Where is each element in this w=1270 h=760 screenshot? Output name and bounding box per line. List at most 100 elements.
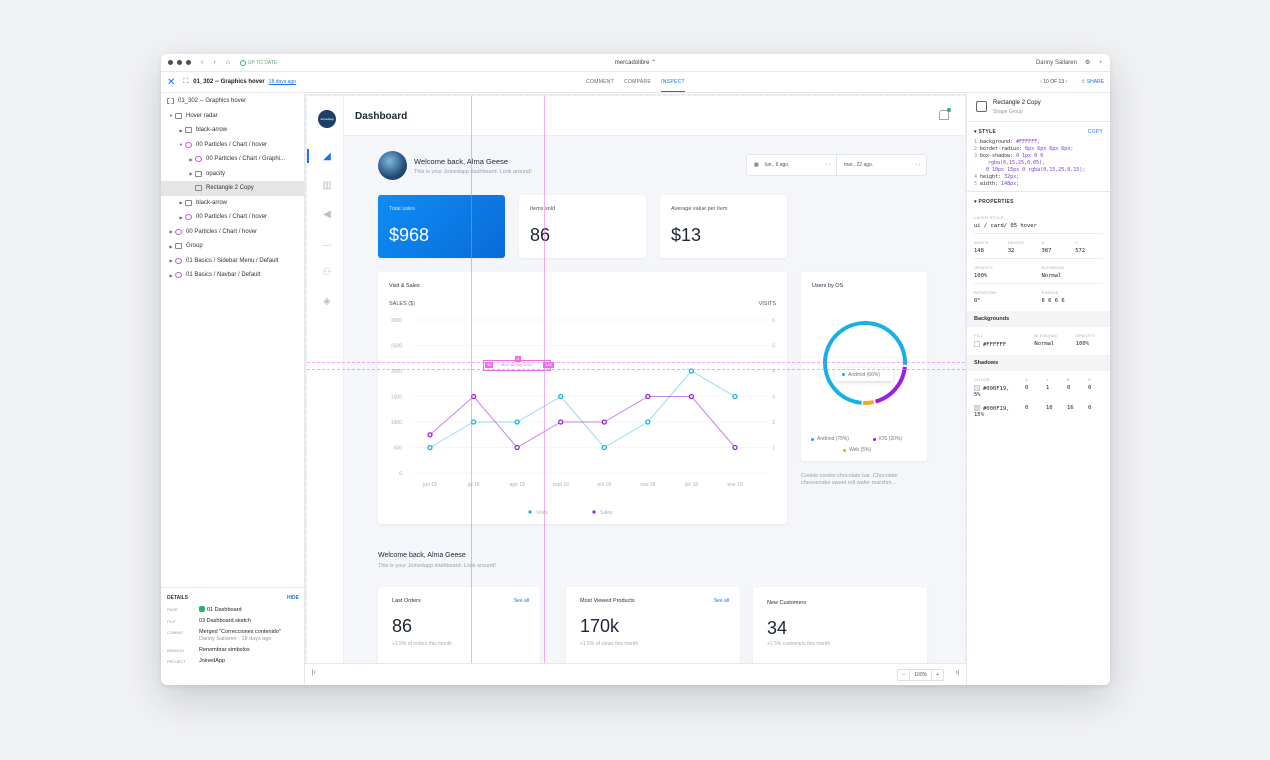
shadow-x[interactable]: 0 bbox=[1025, 405, 1029, 411]
shadow-y[interactable]: 10 bbox=[1046, 405, 1053, 411]
share-button[interactable]: ⇪ SHARE bbox=[1081, 79, 1104, 85]
bar-chart-icon[interactable]: ▥ bbox=[322, 180, 332, 191]
properties-section-title[interactable]: ▾ PROPERTIES bbox=[974, 199, 1014, 205]
last-orders-card[interactable]: Last Orders See all 86 +1.5% of orders t… bbox=[378, 587, 540, 664]
layer-item[interactable]: ▼ 00 Particles / Chart / hover bbox=[161, 138, 304, 153]
radius-value[interactable]: 6 6 6 6 bbox=[1041, 298, 1065, 304]
caret-right-icon[interactable]: ▶ bbox=[169, 258, 173, 264]
caret-right-icon[interactable]: ▶ bbox=[179, 200, 183, 206]
settings-icon[interactable]: ⚙ bbox=[1084, 60, 1091, 66]
window-controls[interactable] bbox=[168, 60, 191, 65]
card-title: New Customers bbox=[767, 600, 807, 606]
shadow-spread[interactable]: 0 bbox=[1088, 385, 1092, 391]
layers-icon[interactable]: ◈ bbox=[323, 296, 331, 307]
basket-icon[interactable]: ⌴ bbox=[323, 238, 331, 249]
data-point-sales bbox=[558, 419, 564, 425]
hide-details-button[interactable]: HIDE bbox=[287, 595, 299, 601]
new-customers-card[interactable]: New Customers 34 +1.5% customers this mo… bbox=[753, 587, 927, 664]
date-to[interactable]: mar., 22 ago. ‹ › bbox=[836, 155, 926, 175]
legend-dot bbox=[873, 437, 876, 441]
collapse-left-icon[interactable]: |‹ bbox=[312, 670, 316, 676]
blending-value[interactable]: Normal bbox=[1041, 273, 1062, 279]
caret-right-icon[interactable]: ▶ bbox=[169, 243, 173, 249]
forward-icon[interactable]: › bbox=[213, 59, 216, 66]
close-icon[interactable]: ✕ bbox=[167, 76, 176, 88]
arrows-icon[interactable]: ‹ › bbox=[915, 162, 920, 168]
fill-opacity-value[interactable]: 100% bbox=[1075, 341, 1090, 347]
layer-item[interactable]: ▶ black-arrow bbox=[161, 123, 304, 138]
caret-right-icon[interactable]: ▶ bbox=[189, 171, 193, 177]
arrows-icon[interactable]: ‹ › bbox=[825, 162, 830, 168]
next-icon[interactable]: › bbox=[1065, 79, 1068, 85]
layer-item[interactable]: ▶ 00 Particles / Chart / Graphi... bbox=[161, 152, 304, 167]
see-all-link[interactable]: See all bbox=[513, 598, 529, 604]
shadow-x[interactable]: 0 bbox=[1025, 385, 1029, 391]
layer-item[interactable]: ▶ Group bbox=[161, 239, 304, 254]
updated-link[interactable]: 18 days ago bbox=[268, 79, 296, 85]
shadow-spread[interactable]: 0 bbox=[1088, 405, 1092, 411]
tab-inspect[interactable]: INSPECT bbox=[661, 79, 685, 92]
rotation-value[interactable]: 0° bbox=[974, 298, 981, 304]
caret-down-icon[interactable]: ▼ bbox=[169, 113, 173, 119]
style-section-title[interactable]: ▾ STYLE bbox=[974, 129, 997, 135]
caret-right-icon[interactable]: ▶ bbox=[169, 272, 173, 278]
shadow-blur[interactable]: 16 bbox=[1067, 405, 1074, 411]
caret-right-icon[interactable]: ▶ bbox=[189, 156, 193, 162]
layer-item[interactable]: ▶ black-arrow bbox=[161, 196, 304, 211]
kpi-total-sales[interactable]: Total sales $968 bbox=[378, 195, 505, 258]
fill-blending-value[interactable]: Normal bbox=[1034, 341, 1055, 347]
layer-item-selected[interactable]: Rectangle 2 Copy bbox=[161, 181, 304, 196]
layer-item[interactable]: ▶ 01 Basics / Sidebar Menu / Default bbox=[161, 254, 304, 269]
home-icon[interactable]: ⌂ bbox=[225, 59, 230, 66]
layer-item[interactable]: ▼ Hover radar bbox=[161, 109, 304, 124]
back-icon[interactable]: ‹ bbox=[201, 59, 204, 66]
kpi-items-sold[interactable]: Items sold 86 bbox=[519, 195, 646, 258]
see-all-link[interactable]: See all bbox=[713, 598, 729, 604]
height-value[interactable]: 32 bbox=[1007, 248, 1015, 254]
layer-root[interactable]: 01_302 -- Graphics hover bbox=[161, 94, 304, 109]
prev-icon[interactable]: ‹ bbox=[1040, 79, 1042, 85]
shadow-blur[interactable]: 0 bbox=[1067, 385, 1071, 391]
workspace-title[interactable]: mercadolibre bbox=[614, 60, 650, 66]
design-canvas[interactable]: Joinedapp ◢ ▥ ◀ ⌴ ⚇ ◈ Dashboard Welcome … bbox=[305, 94, 966, 685]
layer-item[interactable]: ▶ 00 Particles / Chart / hover bbox=[161, 210, 304, 225]
caret-down-icon[interactable]: ▼ bbox=[179, 142, 183, 148]
date-from[interactable]: ▦ lun., 6 ago. ‹ › bbox=[754, 162, 830, 168]
fill-value[interactable]: #FFFFFF bbox=[974, 341, 1028, 348]
collapse-right-icon[interactable]: ›| bbox=[955, 670, 959, 676]
bell-icon[interactable] bbox=[939, 108, 951, 120]
copy-css-button[interactable]: COPY bbox=[1087, 129, 1103, 135]
y-value[interactable]: 572 bbox=[1075, 248, 1086, 254]
caret-right-icon[interactable]: ▶ bbox=[179, 214, 183, 220]
date-range-picker[interactable]: ▦ lun., 6 ago. ‹ › mar., 22 ago. ‹ › bbox=[746, 154, 927, 176]
layer-item[interactable]: ▶ opacity bbox=[161, 167, 304, 182]
layer-item[interactable]: ▶ 01 Basics / Navbar / Default bbox=[161, 268, 304, 283]
tab-compare[interactable]: COMPARE bbox=[624, 79, 652, 85]
shadow-color[interactable]: #000F19, 5% bbox=[974, 385, 1010, 398]
layer-item[interactable]: ▶ 00 Particles / Chart / hover bbox=[161, 225, 304, 240]
zoom-value[interactable]: 100% bbox=[910, 670, 933, 680]
shadow-y[interactable]: 1 bbox=[1046, 385, 1050, 391]
zoom-in-button[interactable]: + bbox=[936, 672, 939, 678]
avatar[interactable] bbox=[378, 151, 407, 180]
x-value[interactable]: 387 bbox=[1041, 248, 1052, 254]
y-tick-label: 1500 bbox=[391, 395, 402, 401]
opacity-value[interactable]: 100% bbox=[974, 273, 988, 279]
users-icon[interactable]: ⚇ bbox=[322, 267, 332, 278]
tab-comment[interactable]: COMMENT bbox=[586, 79, 615, 85]
most-viewed-card[interactable]: Most Viewed Products See all 170k +1.5% … bbox=[566, 587, 740, 664]
megaphone-icon[interactable]: ◀ bbox=[323, 209, 331, 220]
layer-style-value[interactable]: ui / card/ 05 hover bbox=[974, 223, 1037, 229]
caret-right-icon[interactable]: ▶ bbox=[179, 127, 183, 133]
notification-icon[interactable]: ◔ bbox=[1098, 59, 1102, 66]
css-code[interactable]: 1 background: #FFFFFF; 2 border-radius: 6p… bbox=[974, 139, 1086, 187]
dashboard-icon[interactable]: ◢ bbox=[323, 151, 331, 162]
user-menu[interactable]: Danny Sallaren bbox=[1035, 59, 1077, 66]
zoom-out-button[interactable]: − bbox=[898, 670, 911, 680]
y-tick-label: 1000 bbox=[391, 420, 402, 426]
shadow-color[interactable]: #000F19, 15% bbox=[974, 405, 1010, 418]
chevron-updown-icon[interactable]: ⌃ bbox=[651, 60, 657, 66]
caret-right-icon[interactable]: ▶ bbox=[169, 229, 173, 235]
kpi-average-value[interactable]: Average value per item $13 bbox=[660, 195, 787, 258]
width-value[interactable]: 148 bbox=[974, 248, 984, 254]
